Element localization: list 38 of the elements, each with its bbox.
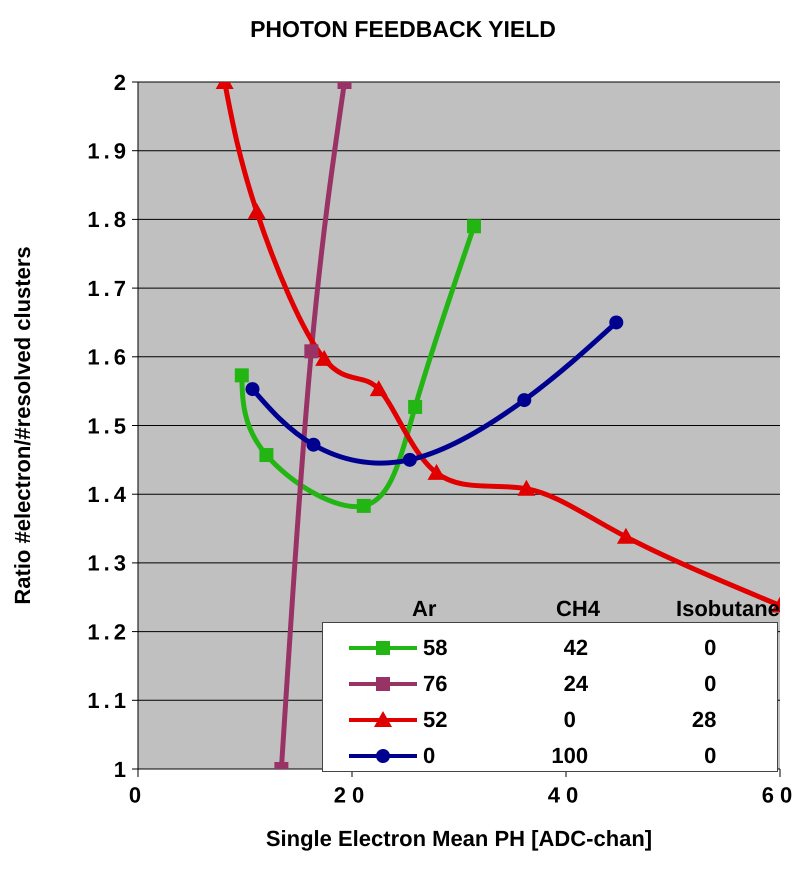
point [315,350,334,366]
point [517,480,536,496]
chart-title: PHOTON FEEDBACK YIELD [249,16,557,43]
point [259,448,274,462]
point [356,498,371,513]
y-tick-label: 1.2 [87,619,130,644]
point [517,393,532,408]
point [234,368,249,382]
y-tick-label: 1.9 [87,138,130,164]
point [616,528,635,544]
point [408,400,422,414]
point [304,344,318,358]
y-tick-label: 2 [114,70,130,95]
point [609,315,624,330]
x-tick-label: 40 [548,782,584,808]
y-tick-label: 1.5 [87,413,130,438]
x-tick-label: 60 [762,782,798,808]
x-tick-label: 20 [334,782,370,808]
y-tick-label: 1.3 [87,550,130,576]
x-axis-title: Single Electron Mean PH [ADC-chan] [266,826,652,851]
y-tick-label: 1.6 [87,344,130,370]
legend-label: 52 0 28 [423,707,716,733]
point [466,219,481,234]
y-axis-title: Ratio #electron/#resolved clusters [10,246,35,605]
point [306,438,320,452]
y-tick-label: 1 [114,756,130,782]
y-tick-label: 1.4 [87,482,130,508]
x-tick-label: 0 [128,782,148,808]
point [402,452,417,467]
y-tick-label: 1.7 [87,276,130,301]
point [370,380,388,396]
point [245,382,260,396]
y-tick-label: 1.8 [87,207,130,232]
text: Ar CH4 Isobutane [412,596,780,621]
legend-label: 76 24 0 [423,671,716,697]
y-tick-label: 1.1 [87,688,130,714]
legend-label: 58 42 0 [423,635,716,661]
legend-label: 0 100 0 [423,743,716,769]
